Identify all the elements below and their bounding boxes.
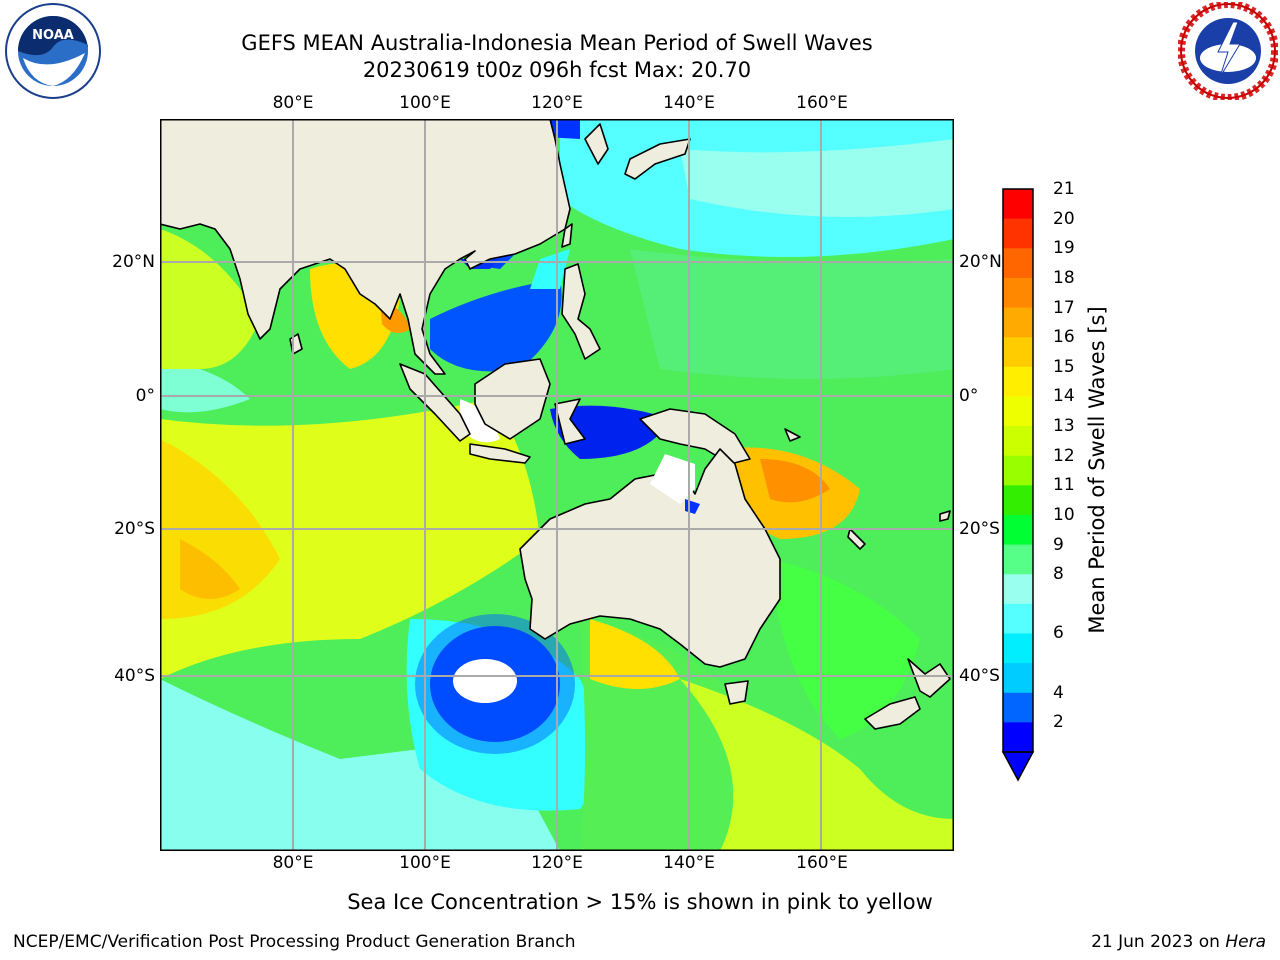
- noaa-logo: NOAA: [5, 3, 101, 99]
- colorbar-tick-label: 8: [1053, 564, 1064, 585]
- colorbar-band: [1003, 426, 1033, 457]
- lat-tick-right: 40°S: [959, 666, 1000, 686]
- colorbar-band: [1003, 307, 1033, 338]
- colorbar-title: Mean Period of Swell Waves [s]: [1085, 306, 1109, 634]
- lon-tick-top: 120°E: [531, 93, 583, 113]
- colorbar-band: [1003, 337, 1033, 368]
- colorbar-band: [1003, 248, 1033, 279]
- colorbar-band: [1003, 396, 1033, 427]
- lon-tick-bottom: 120°E: [531, 853, 583, 873]
- lat-tick-right: 0°: [959, 386, 979, 406]
- lat-tick-left: 20°N: [112, 252, 155, 272]
- colorbar-frame: [1002, 188, 1034, 753]
- colorbar-band: [1003, 514, 1033, 546]
- colorbar-band: [1003, 633, 1033, 664]
- colorbar-tick-label: 17: [1053, 297, 1075, 318]
- lon-tick-top: 140°E: [663, 93, 715, 113]
- colorbar-tick-label: 6: [1053, 623, 1064, 644]
- lon-tick-top: 160°E: [796, 93, 848, 113]
- colorbar-band: [1003, 692, 1033, 723]
- lat-tick-left: 40°S: [114, 666, 155, 686]
- colorbar-tick-label: 18: [1053, 267, 1075, 288]
- colorbar-tick-label: 14: [1053, 386, 1075, 407]
- colorbar-tick-label: 19: [1053, 238, 1075, 259]
- land-masses: [160, 119, 951, 730]
- colorbar: [1001, 188, 1035, 782]
- lon-tick-bottom: 100°E: [399, 853, 451, 873]
- colorbar-tick-label: 13: [1053, 416, 1075, 437]
- chart-title: GEFS MEAN Australia-Indonesia Mean Perio…: [241, 31, 873, 55]
- swell-period-map: [160, 119, 954, 851]
- lat-tick-right: 20°S: [959, 519, 1000, 539]
- colorbar-tick-label: 20: [1053, 208, 1075, 229]
- nws-logo: [1178, 2, 1278, 100]
- noaa-logo-text: NOAA: [32, 28, 74, 43]
- colorbar-tick-label: 21: [1053, 179, 1075, 199]
- colorbar-band: [1003, 218, 1033, 249]
- colorbar-band: [1003, 485, 1033, 516]
- colorbar-band: [1003, 603, 1033, 635]
- lon-tick-bottom: 140°E: [663, 853, 715, 873]
- graticule: [160, 119, 954, 851]
- footer-date: 21 Jun 2023 on Hera: [1091, 932, 1266, 952]
- lon-tick-bottom: 160°E: [796, 853, 848, 873]
- colorbar-extend-min: [1001, 751, 1035, 782]
- colorbar-band: [1003, 455, 1033, 486]
- colorbar-tick-label: 11: [1053, 475, 1075, 496]
- chart-subtitle: 20230619 t00z 096h fcst Max: 20.70: [362, 58, 752, 82]
- lat-tick-right: 20°N: [959, 252, 1002, 272]
- sea-ice-note: Sea Ice Concentration > 15% is shown in …: [347, 890, 933, 914]
- colorbar-tick-label: 12: [1053, 445, 1075, 466]
- colorbar-tick-label: 15: [1053, 356, 1075, 377]
- colorbar-band: [1003, 663, 1033, 694]
- lon-tick-top: 100°E: [399, 93, 451, 113]
- colorbar-band: [1003, 544, 1033, 575]
- colorbar-band: [1003, 277, 1033, 309]
- lat-tick-left: 20°S: [114, 519, 155, 539]
- colorbar-tick-label: 10: [1053, 504, 1075, 525]
- colorbar-tick-label: 4: [1053, 682, 1064, 703]
- lon-tick-bottom: 80°E: [272, 853, 314, 873]
- colorbar-tick-label: 16: [1053, 327, 1075, 348]
- footer-host: Hera: [1225, 932, 1266, 952]
- map-frame: [160, 119, 954, 851]
- colorbar-tick-label: 9: [1053, 534, 1064, 555]
- colorbar-band: [1003, 366, 1033, 398]
- footer-date-text: 21 Jun 2023 on: [1091, 932, 1226, 952]
- colorbar-band: [1003, 722, 1033, 753]
- lat-tick-left: 0°: [135, 386, 155, 406]
- lon-tick-top: 80°E: [272, 93, 314, 113]
- colorbar-band: [1003, 574, 1033, 605]
- colorbar-tick-label: 2: [1053, 712, 1064, 733]
- colorbar-band: [1003, 189, 1033, 220]
- footer-credit: NCEP/EMC/Verification Post Processing Pr…: [13, 932, 576, 952]
